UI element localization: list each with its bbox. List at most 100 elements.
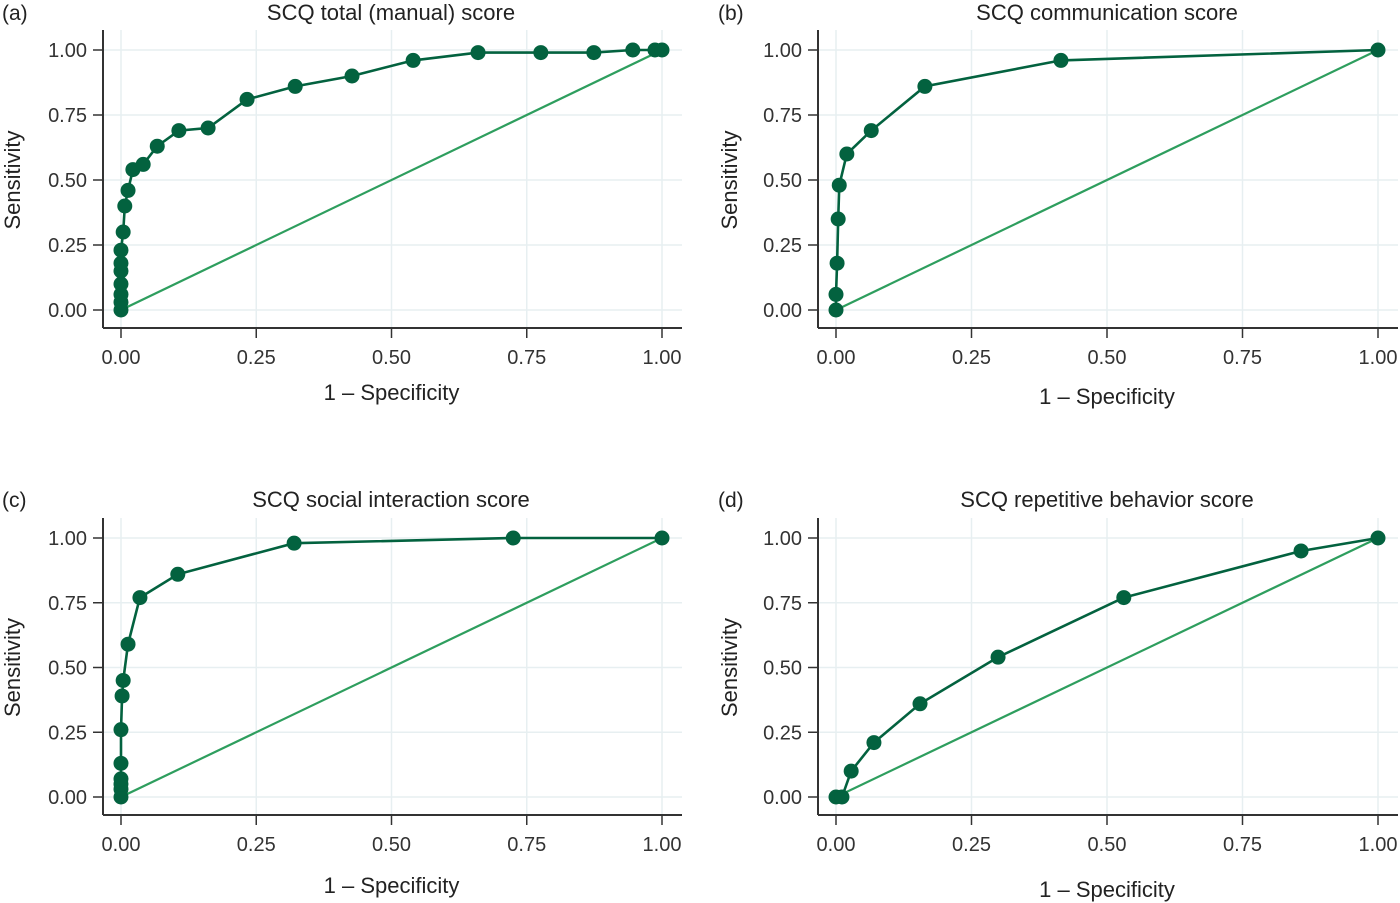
roc-point [1116,590,1132,606]
roc-point [114,688,130,704]
panel-label: (a) [2,2,28,25]
y-tick-label: 0.75 [48,105,87,127]
roc-point [239,91,255,107]
y-tick-label: 0.75 [763,105,802,127]
roc-point [113,286,129,302]
chart-panel-b: 0.00 0.25 0.50 0.75 1.00 0.00 0.25 0.50 0.75 1.00… [717,0,1398,409]
chart-title: SCQ repetitive behavior score [960,487,1253,512]
x-tick-label: 0.00 [102,347,141,369]
roc-point [132,590,148,606]
roc-point [830,211,846,227]
roc-point [117,198,133,214]
roc-point [115,224,131,240]
x-axis-label: 1 – Specificity [324,380,460,405]
roc-point [912,696,928,712]
x-tick-label: 0.00 [817,834,856,856]
chart-title: SCQ total (manual) score [267,0,515,25]
roc-point [586,45,602,61]
roc-point [917,78,933,94]
x-tick-label: 1.00 [1359,347,1398,369]
roc-point [470,45,486,61]
roc-point [120,182,136,198]
roc-point [113,242,129,258]
panel-label: (d) [718,489,744,512]
roc-point [1370,530,1386,546]
x-axis-label: 1 – Specificity [1039,384,1175,409]
y-tick-label: 0.00 [48,300,87,322]
roc-point [654,42,670,58]
chart-panel-a: 0.00 0.25 0.50 0.75 1.00 0.00 0.25 0.50 0.75 1.00… [0,0,682,405]
y-tick-label: 0.50 [48,170,87,192]
roc-point [113,722,129,738]
x-tick-label: 0.75 [1223,834,1262,856]
roc-point [115,672,131,688]
chart-title: SCQ communication score [976,0,1238,25]
x-axis-label: 1 – Specificity [1039,877,1175,902]
x-tick-label: 0.75 [507,347,546,369]
chart-panel-c: 0.00 0.25 0.50 0.75 1.00 0.00 0.25 0.50 0.75 1.00… [0,487,682,898]
roc-point [863,123,879,139]
x-axis-label: 1 – Specificity [324,873,460,898]
y-tick-label: 0.00 [48,787,87,809]
roc-point [286,535,302,551]
chart-panel-d: 0.00 0.25 0.50 0.75 1.00 0.00 0.25 0.50 0.75 1.00… [717,487,1398,902]
y-tick-label: 0.25 [48,235,87,257]
roc-point [344,68,360,84]
chart-title: SCQ social interaction score [252,487,530,512]
roc-point [839,146,855,162]
roc-point [1293,543,1309,559]
reference-line [835,49,1379,311]
roc-point [171,123,187,139]
roc-point [113,255,129,271]
roc-point [135,156,151,172]
roc-point [113,276,129,292]
roc-point [828,286,844,302]
roc-point [533,45,549,61]
y-tick-label: 0.25 [763,235,802,257]
reference-line [120,537,663,798]
y-axis-label: Sensitivity [717,130,742,229]
roc-point [834,789,850,805]
x-tick-label: 0.50 [1088,347,1127,369]
roc-point [113,755,129,771]
roc-point [625,42,641,58]
panel-label: (b) [718,2,744,25]
x-tick-label: 1.00 [1359,834,1398,856]
roc-point [505,530,521,546]
x-tick-label: 0.25 [237,834,276,856]
x-tick-label: 0.25 [952,834,991,856]
x-tick-label: 0.50 [372,834,411,856]
reference-line [835,537,1379,798]
x-tick-label: 0.25 [952,347,991,369]
roc-point [287,78,303,94]
roc-point [170,566,186,582]
roc-point [829,255,845,271]
reference-line [120,49,663,311]
x-tick-label: 0.75 [1223,347,1262,369]
y-tick-label: 0.75 [763,593,802,615]
x-tick-label: 1.00 [643,347,682,369]
y-axis-label: Sensitivity [0,618,25,717]
roc-point [831,177,847,193]
y-tick-label: 1.00 [763,40,802,62]
x-tick-label: 0.75 [507,834,546,856]
y-tick-label: 1.00 [48,40,87,62]
x-tick-label: 0.50 [1088,834,1127,856]
y-tick-label: 0.50 [763,170,802,192]
roc-point [149,138,165,154]
roc-point [866,735,882,751]
roc-point [990,649,1006,665]
x-tick-label: 0.25 [237,347,276,369]
x-tick-label: 0.00 [817,347,856,369]
roc-point [113,771,129,787]
y-tick-label: 0.25 [763,722,802,744]
roc-curve-line [834,48,1379,310]
x-tick-label: 0.00 [102,834,141,856]
y-tick-label: 0.00 [763,300,802,322]
y-tick-label: 1.00 [48,528,87,550]
panel-label: (c) [2,489,27,512]
roc-point [654,530,670,546]
y-tick-label: 0.75 [48,593,87,615]
x-tick-label: 0.50 [372,347,411,369]
